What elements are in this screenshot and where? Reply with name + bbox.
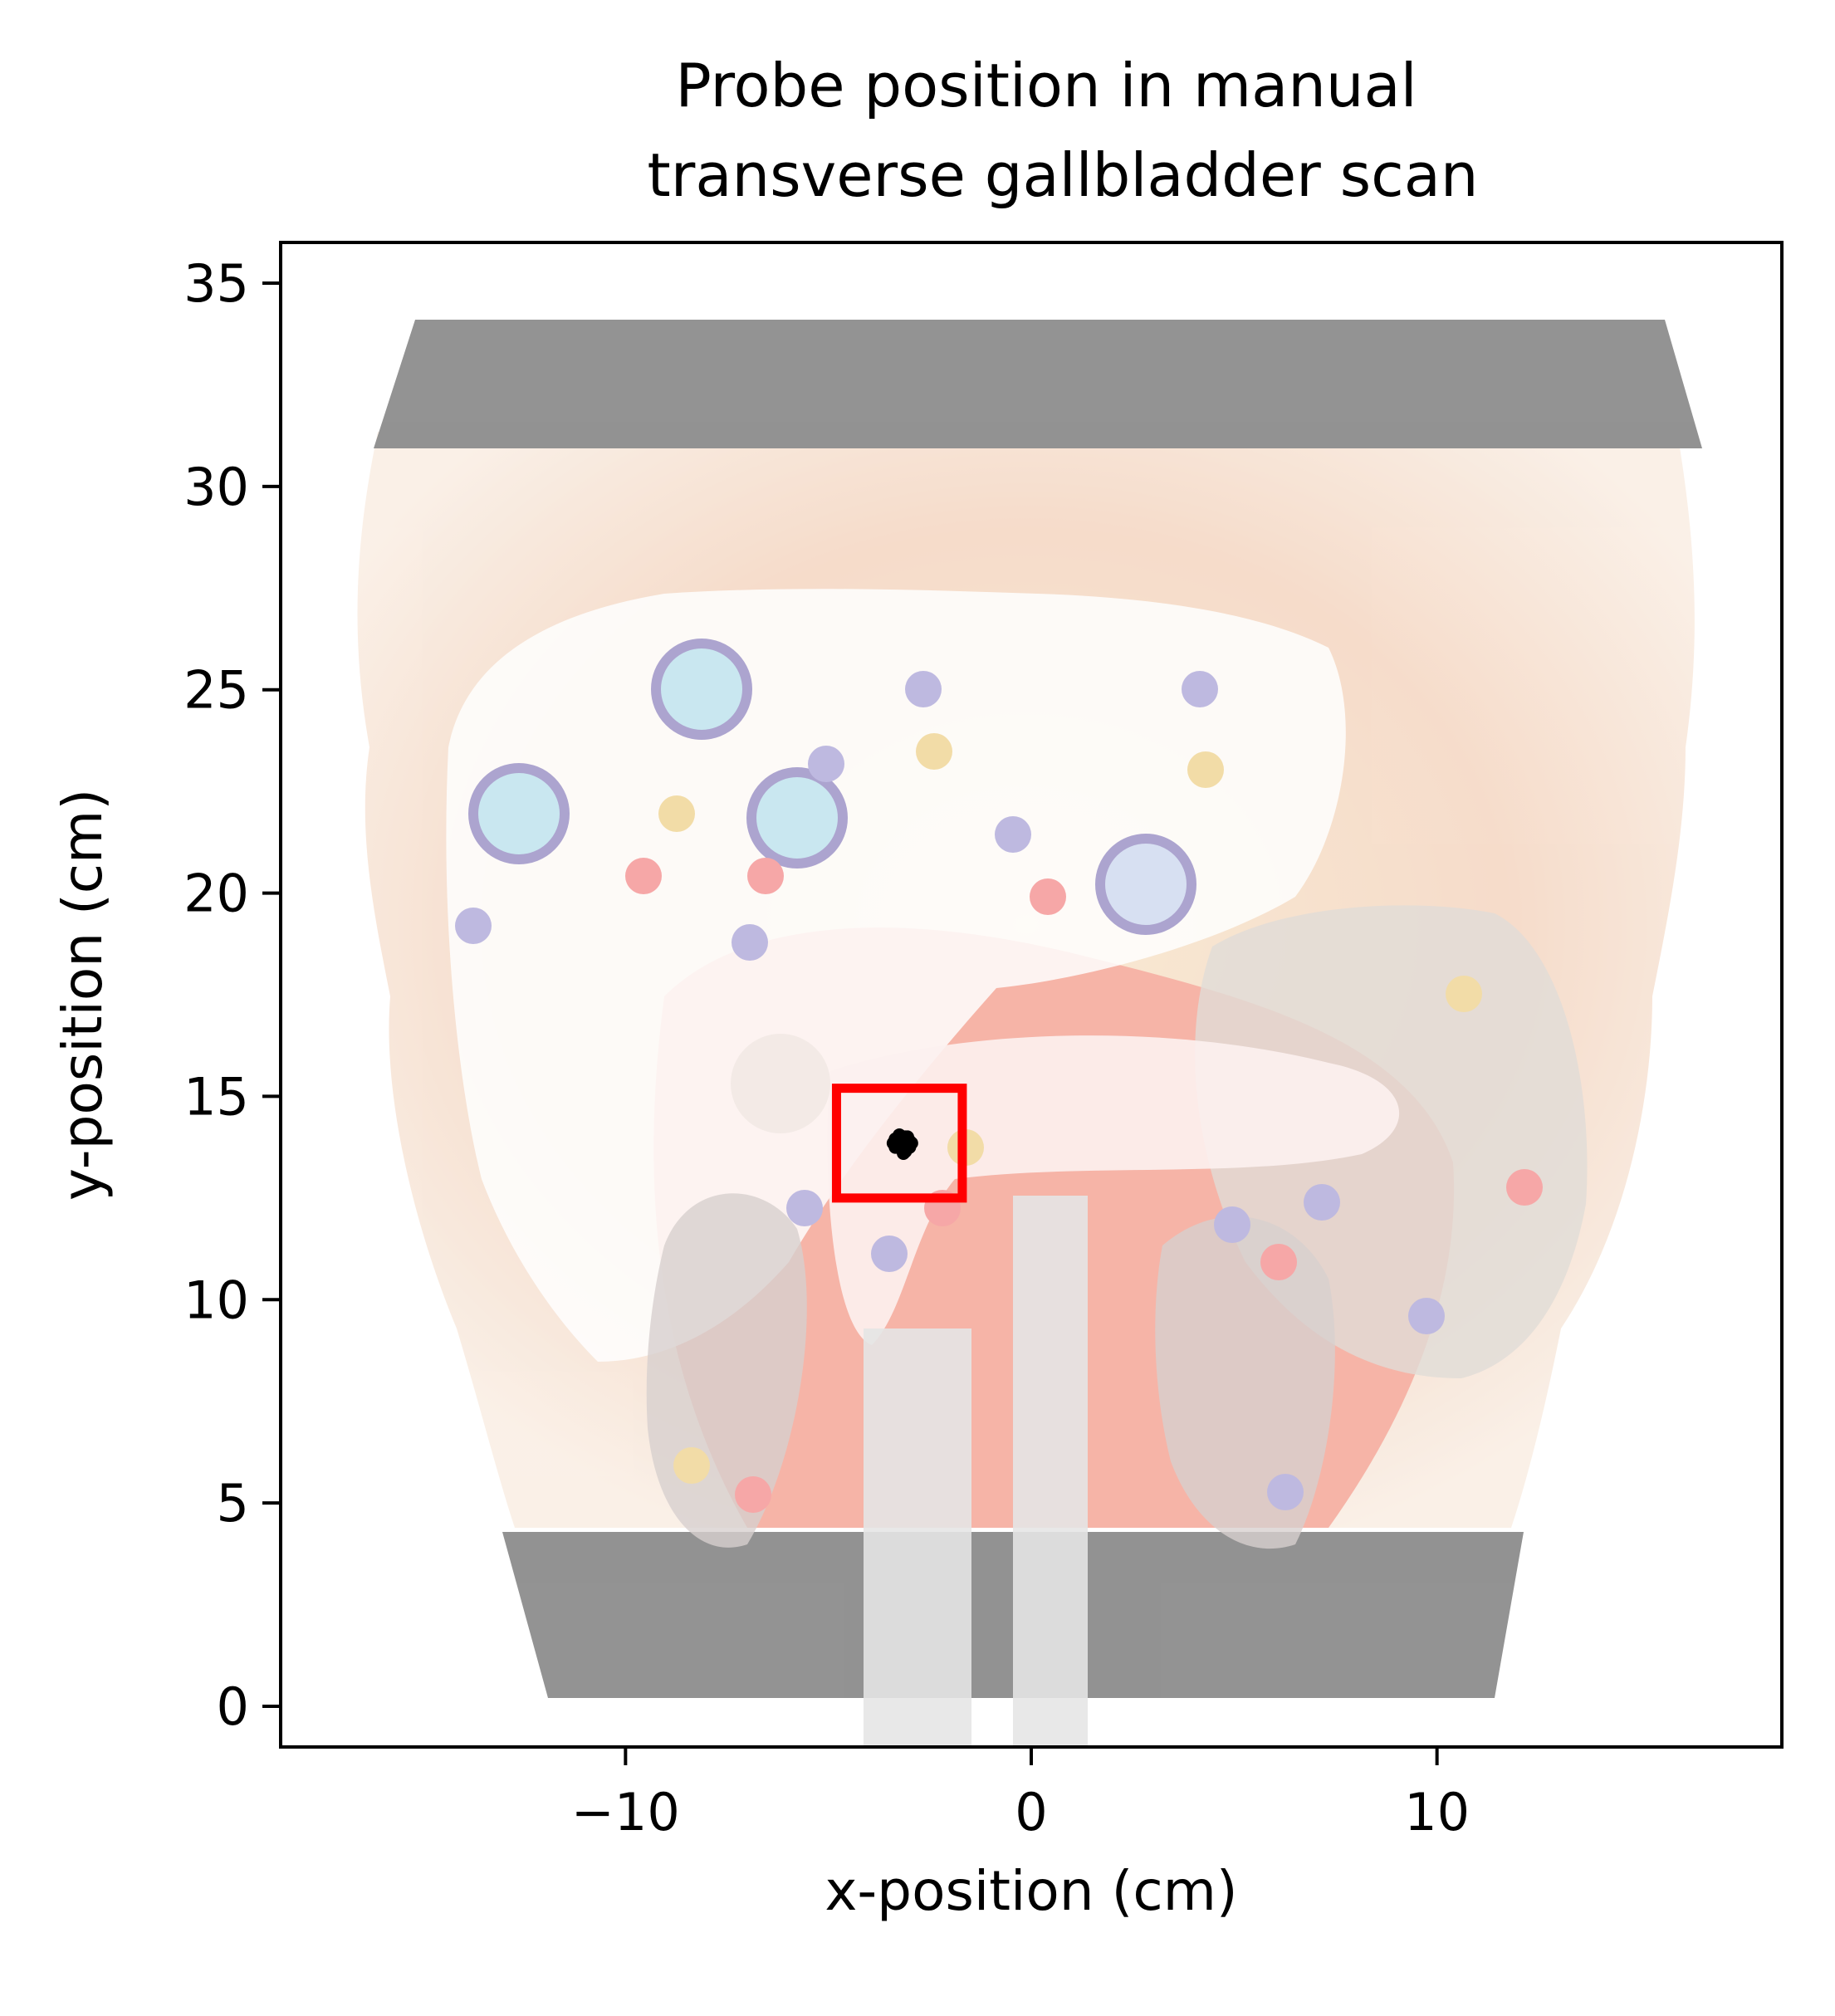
probe-position-point (900, 1130, 914, 1144)
target-layer (831, 1084, 967, 1203)
y-tick-label: 35 (184, 253, 249, 314)
target-region-box (831, 1084, 967, 1203)
chart-title-line-1: Probe position in manual (675, 51, 1417, 120)
top-band (374, 320, 1702, 448)
x-axis-ticks: −10 0 10 (571, 1747, 1470, 1842)
y-tick-label: 25 (184, 660, 249, 721)
probe-position-points (886, 1128, 918, 1160)
x-tick-label: 0 (1015, 1782, 1047, 1842)
y-tick-label: 5 (217, 1473, 249, 1534)
chart-title-line-2: transverse gallbladder scan (647, 140, 1478, 210)
pancreas-overlay (827, 1035, 1400, 1345)
x-tick-label: −10 (571, 1782, 680, 1842)
y-axis-ticks: 0 5 10 15 20 25 30 35 (184, 253, 281, 1737)
bottom-band (502, 1532, 1524, 1698)
y-tick-label: 15 (184, 1066, 249, 1127)
gallbladder-overlay (731, 1034, 830, 1133)
abdominal-red-region (653, 927, 1455, 1528)
phantom-background-image (357, 320, 1702, 1747)
x-tick-label: 10 (1404, 1782, 1470, 1842)
y-tick-label: 30 (184, 457, 249, 517)
liver-overlay (446, 589, 1346, 1362)
vena-cava-overlay (1013, 1196, 1088, 1747)
y-axis-label: y-position (cm) (51, 789, 115, 1201)
probe-position-point (894, 1143, 908, 1157)
lesion-markers (455, 639, 1543, 1513)
y-tick-label: 10 (184, 1270, 249, 1330)
right-kidney-overlay (1155, 1216, 1335, 1549)
spine-overlay (864, 1329, 971, 1747)
x-axis-label: x-position (cm) (825, 1859, 1237, 1923)
y-tick-label: 20 (184, 864, 249, 924)
y-tick-label: 0 (217, 1676, 249, 1737)
